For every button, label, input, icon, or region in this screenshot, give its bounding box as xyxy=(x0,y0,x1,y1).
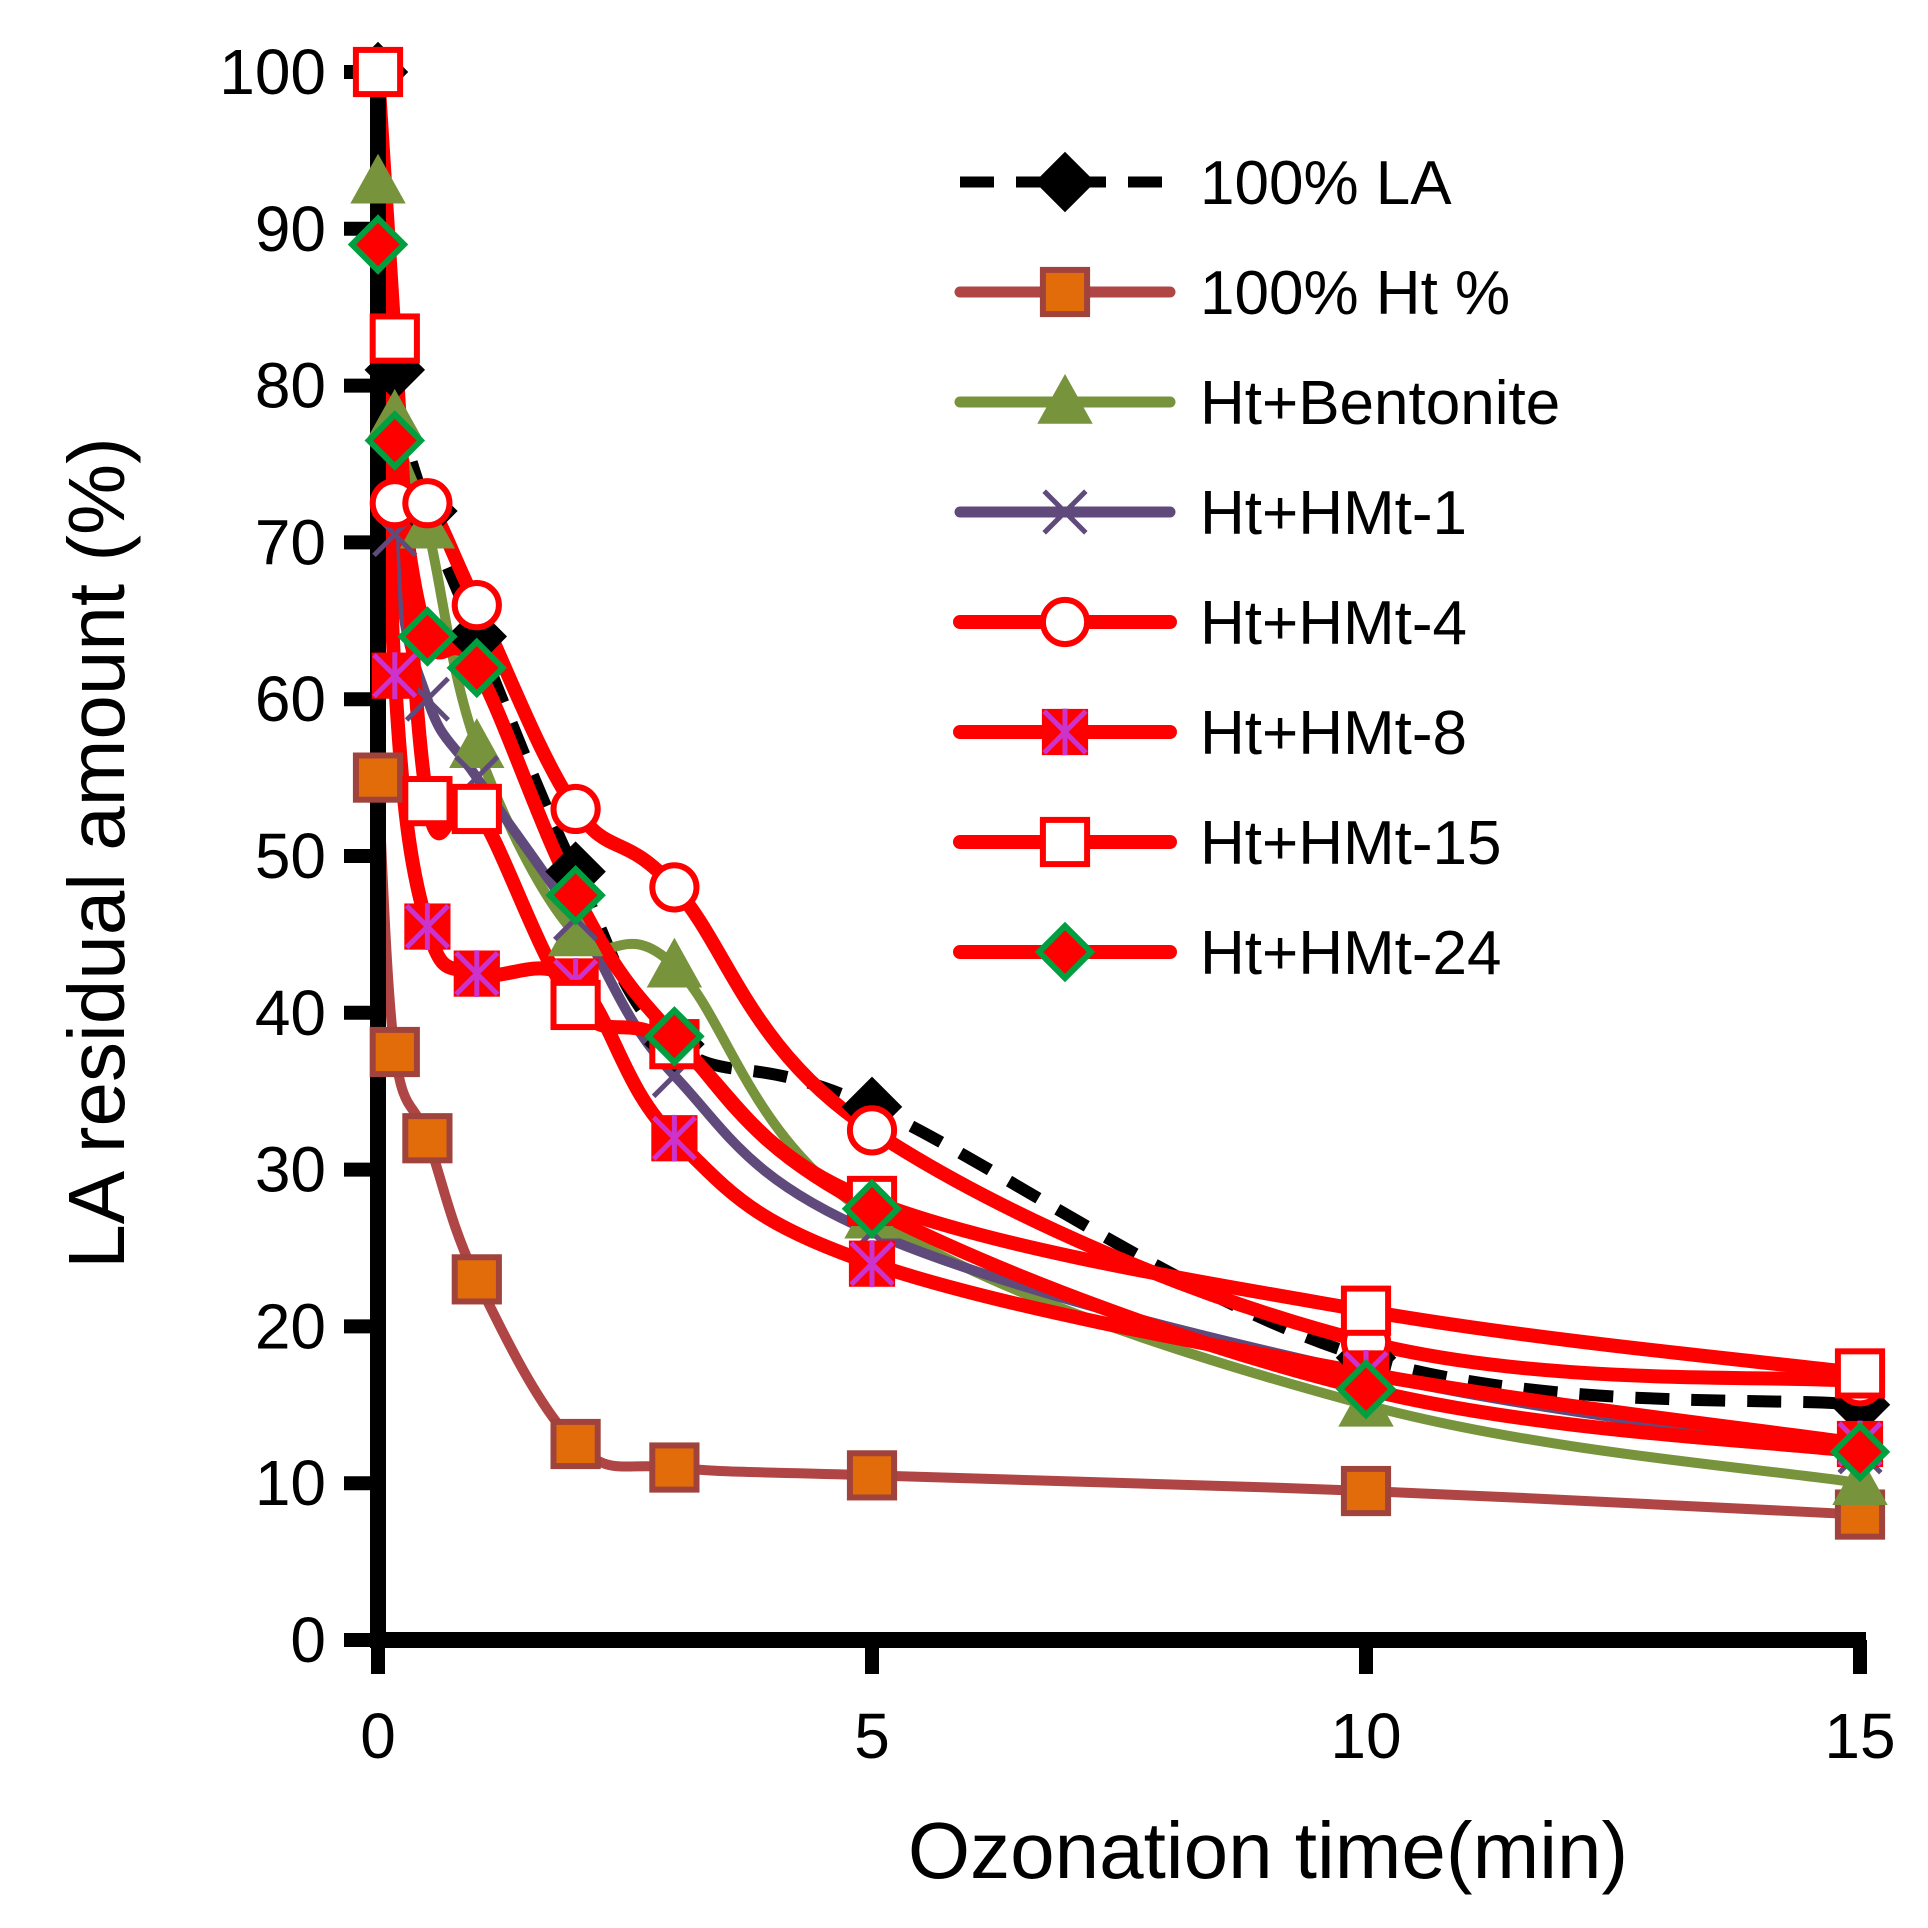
data-point xyxy=(545,864,606,926)
data-point xyxy=(451,1254,502,1305)
data-point xyxy=(651,1114,698,1162)
y-tick-label: 30 xyxy=(255,1134,326,1206)
data-point xyxy=(402,1113,453,1164)
data-point xyxy=(451,580,502,631)
data-point xyxy=(402,776,453,827)
legend-marker xyxy=(1039,816,1091,868)
data-point xyxy=(369,313,420,364)
data-point xyxy=(649,1442,700,1493)
legend-label: Ht+HMt-15 xyxy=(1200,809,1501,878)
data-point xyxy=(397,606,458,667)
data-point xyxy=(550,783,601,835)
legend-label: Ht+HMt-1 xyxy=(1200,479,1467,548)
legend-label: Ht+Bentonite xyxy=(1200,369,1560,438)
data-point xyxy=(364,410,426,471)
data-point xyxy=(404,903,451,950)
data-point xyxy=(644,1006,705,1067)
series-markers-6 xyxy=(352,46,1886,1399)
data-point xyxy=(649,862,700,913)
data-point xyxy=(550,1418,601,1470)
legend-marker xyxy=(1037,373,1093,424)
axes: 0 10 20 30 40 50 60 70 80 90 100 0 5 10 15 LA residua… xyxy=(52,36,1896,1895)
legend-entry: 100% LA xyxy=(960,149,1452,218)
data-point xyxy=(402,478,453,529)
data-point xyxy=(446,637,508,699)
legend-marker xyxy=(1039,266,1091,318)
data-point xyxy=(369,1026,420,1078)
data-point xyxy=(646,937,703,988)
data-point xyxy=(347,214,409,275)
y-tick-label: 10 xyxy=(255,1447,326,1519)
legend-label: 100% Ht % xyxy=(1200,259,1510,328)
data-point xyxy=(848,1240,896,1288)
y-tick-label: 60 xyxy=(255,663,326,735)
y-tick-label: 50 xyxy=(255,820,326,892)
y-ticks: 0 10 20 30 40 50 60 70 80 90 100 xyxy=(219,36,378,1676)
legend-label: 100% LA xyxy=(1200,149,1452,218)
legend-marker xyxy=(1041,708,1089,756)
series-markers-7 xyxy=(347,214,1891,1483)
legend-label: Ht+HMt-24 xyxy=(1200,919,1501,988)
y-tick-label: 0 xyxy=(290,1604,326,1676)
legend-entry: Ht+HMt-4 xyxy=(953,589,1467,658)
data-point xyxy=(451,783,502,835)
y-tick-label: 80 xyxy=(255,350,326,422)
legend-marker xyxy=(1034,151,1096,213)
data-point xyxy=(352,752,404,803)
x-axis-title: Ozonation time(min) xyxy=(908,1806,1628,1895)
legend-marker xyxy=(1034,921,1096,983)
data-point xyxy=(453,950,500,997)
y-tick-label: 20 xyxy=(255,1290,326,1362)
data-point xyxy=(1829,1421,1891,1483)
legend-entry: 100% Ht % xyxy=(954,259,1510,328)
legend-label: Ht+HMt-4 xyxy=(1200,589,1467,658)
legend-marker xyxy=(1039,596,1091,648)
legend-label: Ht+HMt-8 xyxy=(1200,699,1467,768)
data-point xyxy=(371,652,418,700)
y-tick-label: 90 xyxy=(255,193,326,265)
y-tick-label: 100 xyxy=(219,36,326,108)
x-tick-label: 0 xyxy=(360,1700,396,1772)
data-point xyxy=(841,1178,903,1240)
y-tick-label: 70 xyxy=(255,506,326,578)
marker-layer xyxy=(347,41,1891,1540)
x-ticks: 0 5 10 15 xyxy=(360,1640,1896,1772)
x-tick-label: 15 xyxy=(1824,1700,1895,1772)
legend-entry: Ht+HMt-8 xyxy=(953,699,1467,768)
y-tick-label: 40 xyxy=(255,977,326,1049)
data-point xyxy=(352,46,404,98)
series-line-1 xyxy=(373,772,1865,1520)
legend-entry: Ht+HMt-15 xyxy=(953,809,1501,878)
data-point xyxy=(1340,1285,1392,1336)
data-point xyxy=(449,718,505,769)
series-line-6 xyxy=(371,65,1867,1381)
legend-marker xyxy=(1042,489,1088,535)
data-point xyxy=(846,1450,898,1501)
data-point xyxy=(350,153,406,204)
data-point xyxy=(550,979,601,1031)
legend-entry: Ht+Bentonite xyxy=(954,369,1560,438)
legend-entry: Ht+HMt-1 xyxy=(954,479,1467,548)
x-tick-label: 5 xyxy=(854,1700,890,1772)
x-tick-label: 10 xyxy=(1330,1700,1401,1772)
legend-entry: Ht+HMt-24 xyxy=(953,919,1501,988)
data-point xyxy=(1335,1358,1397,1420)
data-point xyxy=(1340,1465,1392,1517)
data-point xyxy=(1834,1348,1886,1399)
y-axis-title: LA residual amount (%) xyxy=(52,437,141,1269)
legend: 100% LA 100% Ht % Ht+Bentonite Ht+HMt-1 Ht+H… xyxy=(953,149,1560,988)
data-point xyxy=(846,1105,898,1156)
